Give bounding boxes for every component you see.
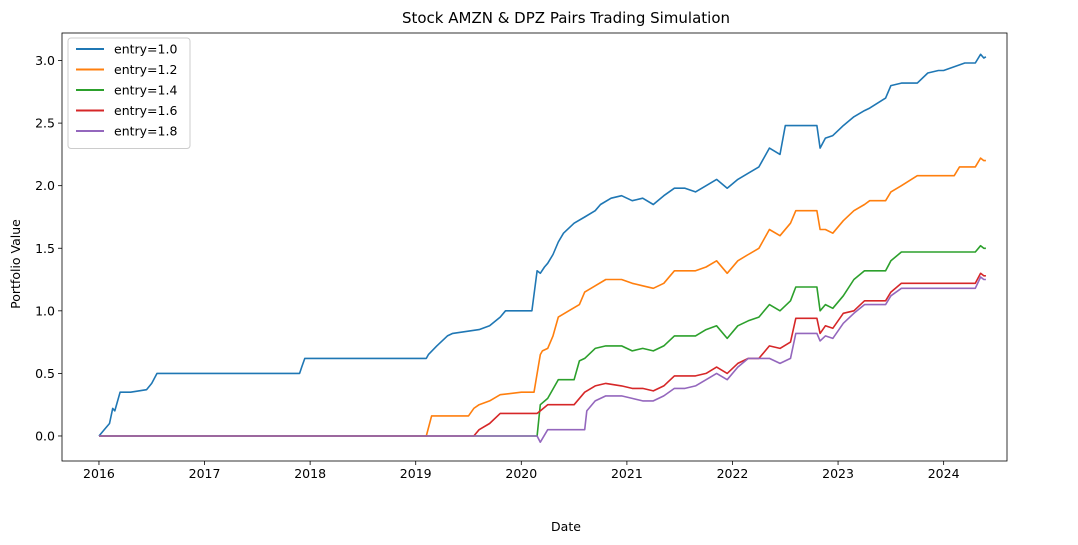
legend-box (67, 37, 191, 149)
x-axis-label: Date (551, 519, 581, 534)
x-tick-label: 2020 (505, 466, 537, 481)
x-tick-label: 2022 (717, 466, 749, 481)
plot-frame (61, 32, 1008, 462)
y-tick-label: 1.5 (35, 241, 55, 256)
legend-label: entry=1.4 (114, 83, 177, 98)
x-tick-label: 2021 (611, 466, 643, 481)
series-layer (98, 53, 987, 444)
y-tick-label: 2.0 (35, 178, 55, 193)
y-tick-label: 0.5 (35, 366, 55, 381)
x-tick-label: 2018 (294, 466, 326, 481)
legend-label: entry=1.8 (114, 124, 177, 139)
chart-title: Stock AMZN & DPZ Pairs Trading Simulatio… (402, 9, 730, 27)
y-axis-label: Portfolio Value (8, 219, 23, 309)
legend: entry=1.0 entry=1.2 entry=1.4 entry=1.6 entr… (67, 37, 191, 149)
legend-label: entry=1.0 (114, 42, 177, 57)
series-line-5 (99, 276, 986, 444)
x-axis: 2016 2017 2018 2019 2020 2021 2022 2023 2024 (83, 461, 960, 481)
x-tick-label: 2017 (189, 466, 221, 481)
y-tick-label: 2.5 (35, 116, 55, 131)
x-tick-label: 2023 (822, 466, 854, 481)
x-tick-label: 2016 (83, 466, 115, 481)
y-tick-label: 3.0 (35, 53, 55, 68)
x-tick-label: 2019 (400, 466, 432, 481)
y-axis: 0.0 0.5 1.0 1.5 2.0 2.5 3.0 (35, 53, 62, 443)
series-line-1 (98, 53, 987, 437)
x-tick-label: 2024 (928, 466, 960, 481)
series-line-2 (99, 157, 986, 437)
legend-label: entry=1.6 (114, 103, 177, 118)
series-line-4 (99, 272, 986, 437)
series-line-3 (99, 244, 986, 437)
y-tick-label: 1.0 (35, 303, 55, 318)
y-tick-label: 0.0 (35, 428, 55, 443)
legend-label: entry=1.2 (114, 62, 177, 77)
